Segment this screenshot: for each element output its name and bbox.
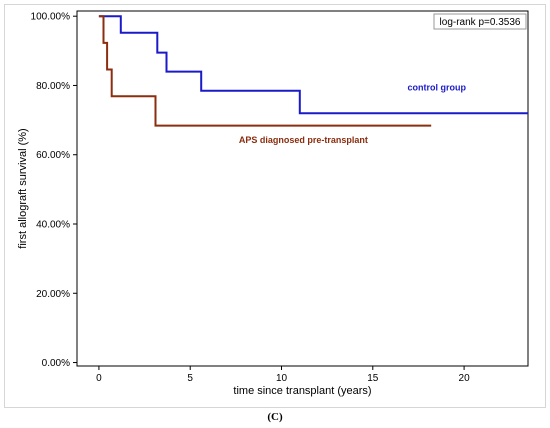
x-tick-label: 20 <box>459 373 471 384</box>
y-tick-label: 80.00% <box>36 81 70 92</box>
x-tick-label: 5 <box>187 373 193 384</box>
y-axis-label: first allograft survival (%) <box>17 128 29 248</box>
aps-pretransplant-label: APS diagnosed pre-transplant <box>239 135 368 145</box>
y-tick-label: 0.00% <box>42 358 70 369</box>
logrank-annotation: log-rank p=0.3536 <box>440 17 521 28</box>
aps-pretransplant-curve <box>98 15 432 127</box>
y-tick-label: 20.00% <box>36 289 70 300</box>
x-tick-label: 10 <box>276 373 288 384</box>
annotation-box <box>433 13 527 30</box>
control-group-label: control group <box>407 83 466 93</box>
y-tick-label: 100.00% <box>31 12 71 23</box>
figure-frame <box>4 4 546 408</box>
x-tick-label: 15 <box>367 373 379 384</box>
plot-area-border <box>76 10 529 367</box>
x-axis-label: time since transplant (years) <box>233 385 371 397</box>
y-tick-label: 60.00% <box>36 150 70 161</box>
x-tick-label: 0 <box>96 373 102 384</box>
control-group-curve <box>98 15 528 115</box>
y-tick-label: 40.00% <box>36 220 70 231</box>
panel-caption: (C) <box>267 411 283 423</box>
